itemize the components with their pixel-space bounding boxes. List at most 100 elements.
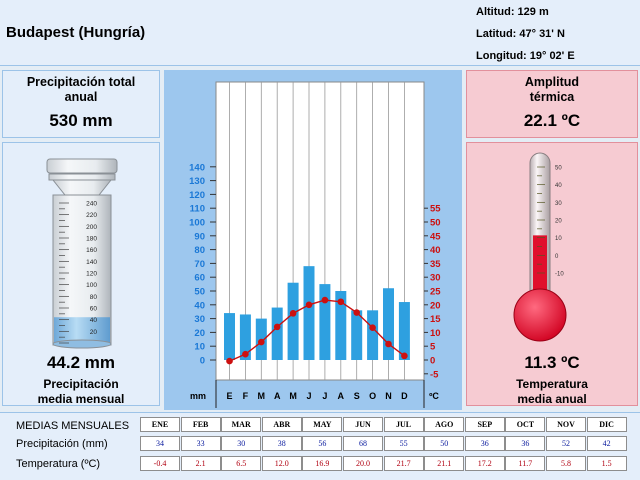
temp-range-value: 22.1 ºC	[523, 111, 581, 130]
precip-cell: 36	[505, 436, 546, 451]
temp-cell: 5.8	[546, 456, 586, 471]
precip-cell: 34	[140, 436, 180, 451]
latitude-text: Latitud: 47° 31' N	[476, 28, 565, 40]
x-category-label: A	[274, 391, 281, 401]
temp-cell: 20.0	[343, 456, 383, 471]
temp-range-title: Amplitud	[524, 75, 580, 89]
temp-cell: 21.7	[383, 456, 424, 471]
x-category-label: F	[243, 391, 249, 401]
precip-bar	[271, 307, 283, 360]
y-tick-label: 60	[194, 273, 205, 284]
month-header-cell: MAY	[302, 417, 343, 432]
y-tick-label: 140	[189, 162, 205, 173]
precip-cell: 56	[302, 436, 343, 451]
table-temp-label: Temperatura (ºC)	[16, 458, 101, 470]
temp-point	[353, 309, 360, 316]
precip-bar	[398, 302, 410, 360]
longitude-text: Longitud: 19° 02' E	[476, 50, 575, 62]
precip-cell: 30	[221, 436, 262, 451]
table-precip-label: Precipitación (mm)	[16, 438, 108, 450]
precip-cell: 33	[180, 436, 221, 451]
y2-tick-label: 45	[430, 231, 441, 242]
precip-cell: 42	[586, 436, 627, 451]
y2-tick-label: 55	[430, 204, 441, 215]
y-tick-label: 110	[190, 204, 205, 215]
temp-mean-panel: 50 40 30 20 10 0 -10 11.3 ºC Temperatura media…	[466, 142, 638, 406]
precip-total-panel: Precipitación total anual 530 mm	[2, 70, 160, 138]
y-tick-label: 40	[194, 300, 205, 311]
x-category-label: O	[369, 391, 376, 401]
temp-point	[401, 352, 408, 360]
gauge-tick-label: 60	[90, 306, 98, 313]
month-header-cell: DIC	[586, 417, 627, 432]
month-header-cell: MAR	[221, 417, 262, 432]
city-title: Budapest (Hungría)	[6, 24, 146, 41]
temp-range-panel: Amplitud térmica 22.1 ºC	[466, 70, 638, 138]
precip-total-title: Precipitación total	[26, 75, 136, 89]
thermo-tick-label: -10	[555, 272, 564, 278]
precip-cell: 55	[383, 436, 424, 451]
temp-point	[226, 357, 233, 365]
temp-cell: 17.2	[464, 456, 505, 471]
y-tick-label: 50	[194, 287, 205, 298]
temp-point	[385, 340, 392, 348]
temp-mean-sublabel: media anual	[517, 392, 587, 406]
y2-tick-label: -5	[430, 369, 439, 380]
precip-cell: 68	[343, 436, 383, 451]
precip-bar	[224, 313, 235, 360]
y-tick-label: 80	[194, 245, 205, 256]
temp-cell: 6.5	[221, 456, 262, 471]
y-tick-label: 130	[189, 176, 205, 187]
y-tick-label: 20	[194, 328, 205, 339]
precip-total-value: 530 mm	[49, 111, 113, 130]
precip-cell: 36	[464, 436, 505, 451]
y2-tick-label: 20	[430, 300, 441, 311]
gauge-tick-label: 100	[86, 282, 97, 289]
y2-tick-label: 25	[430, 287, 441, 298]
x-category-label: D	[401, 391, 408, 401]
y2-tick-label: 0	[430, 356, 435, 367]
precip-bar	[303, 266, 315, 360]
temp-cell: 1.5	[586, 456, 627, 471]
y-tick-label: 0	[200, 356, 205, 367]
temp-cell: 11.7	[505, 456, 546, 471]
temp-point	[258, 338, 265, 346]
y-tick-label: 70	[194, 259, 205, 270]
precip-bar	[319, 284, 331, 360]
y2-tick-label: 40	[430, 245, 441, 256]
month-header-cell: FEB	[180, 417, 221, 432]
thermo-tick-label: 50	[555, 166, 562, 172]
precip-cell: 38	[261, 436, 302, 451]
temp-mean-value: 11.3 ºC	[524, 353, 580, 372]
temp-mean-label: Temperatura	[516, 377, 588, 391]
month-header-cell: ENE	[140, 417, 180, 432]
x-category-label: J	[306, 391, 311, 401]
month-header-cell: AGO	[424, 417, 465, 432]
gauge-tick-label: 180	[86, 236, 97, 243]
precip-mean-sublabel: media mensual	[37, 392, 125, 406]
y-tick-label: 120	[189, 190, 205, 201]
month-header-cell: OCT	[505, 417, 546, 432]
gauge-tick-label: 140	[86, 259, 97, 266]
month-header-cell: NOV	[546, 417, 586, 432]
temp-cell: 16.9	[302, 456, 343, 471]
precip-bar	[335, 291, 347, 360]
y-tick-label: 30	[194, 314, 205, 325]
thermo-tick-label: 10	[555, 236, 562, 242]
x-category-label: E	[226, 391, 232, 401]
x-category-label: A	[338, 391, 345, 401]
y2-tick-label: 35	[430, 259, 441, 270]
climograph-chart: 0 10 20 30 40 50 60 70 80 90 100 110 120 130 140 -5 0 5 1…	[189, 81, 441, 408]
gauge-tick-label: 220	[86, 212, 97, 219]
y2-tick-label: 15	[430, 314, 441, 325]
x-category-label: M	[258, 391, 266, 401]
header: Budapest (Hungría) Altitud: 129 m Latitu…	[0, 0, 640, 66]
y-tick-label: 10	[194, 342, 205, 353]
precip-bar	[351, 310, 363, 360]
precip-mean-label: Precipitación	[43, 377, 119, 391]
month-header-cell: JUL	[383, 417, 424, 432]
x-category-label: N	[385, 391, 392, 401]
gauge-tick-label: 240	[86, 201, 97, 208]
precip-mean-panel: 240 220 200 180 160 140 120 100 80 60 40 20 44.2 mm…	[2, 142, 160, 406]
temp-cell: 2.1	[180, 456, 221, 471]
